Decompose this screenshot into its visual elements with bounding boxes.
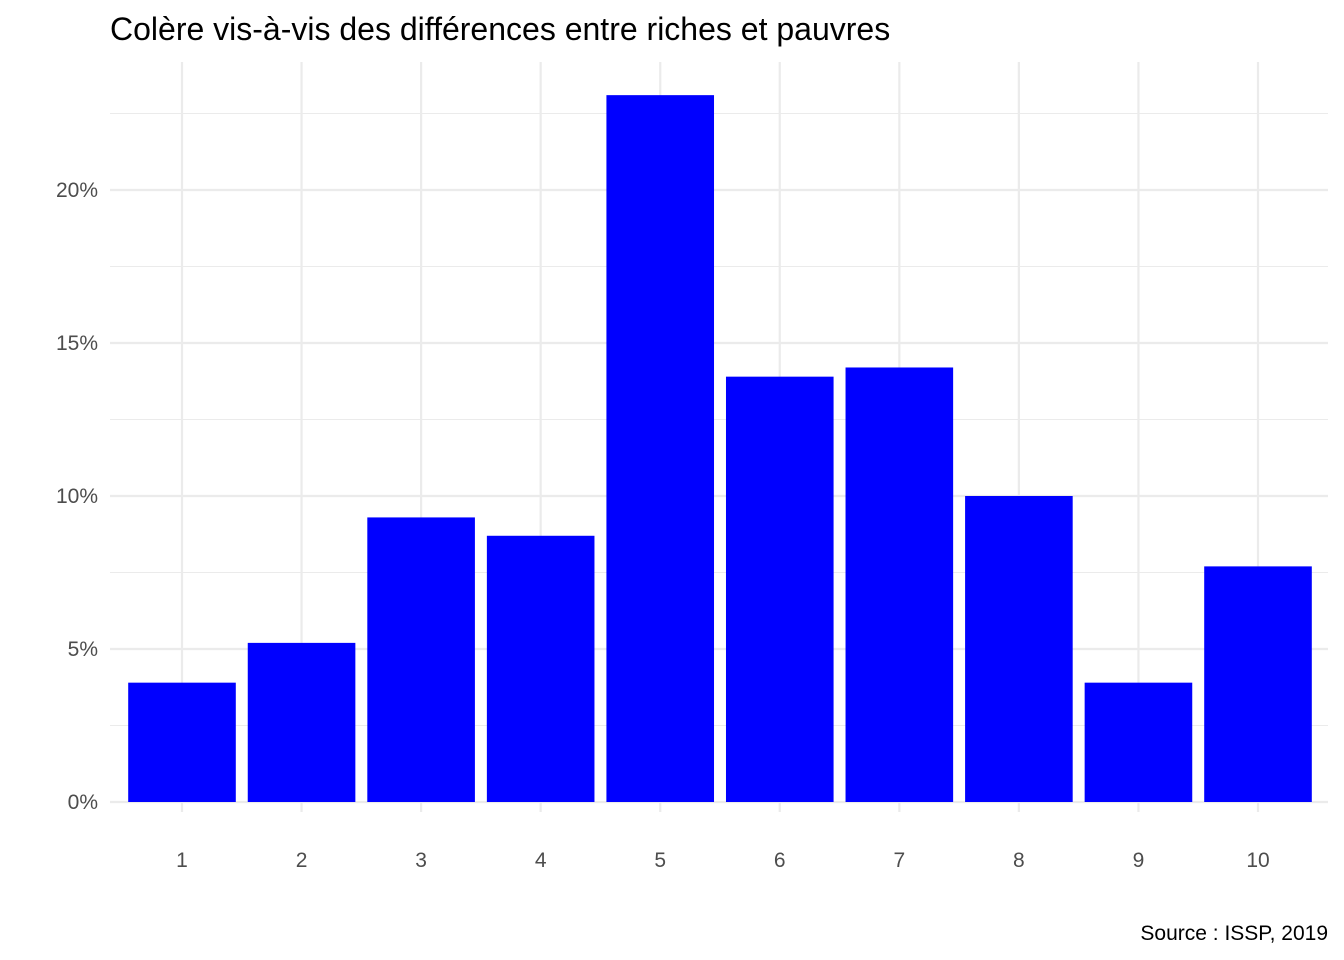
x-tick-label: 9	[1133, 849, 1145, 872]
x-tick-label: 3	[415, 849, 427, 872]
chart-caption: Source : ISSP, 2019	[1140, 922, 1328, 945]
y-tick-label: 5%	[68, 638, 98, 661]
bar-4	[486, 535, 595, 802]
x-tick-label: 6	[774, 849, 786, 872]
y-axis-tick-labels: 0% 5% 10% 15% 20%	[56, 179, 98, 814]
bars	[128, 95, 1312, 802]
x-tick-label: 10	[1246, 849, 1269, 872]
y-tick-label: 0%	[68, 791, 98, 814]
x-tick-label: 8	[1013, 849, 1025, 872]
bar-2	[247, 642, 356, 802]
y-tick-label: 15%	[56, 332, 98, 355]
chart-title: Colère vis-à-vis des différences entre r…	[110, 11, 890, 47]
x-tick-label: 7	[893, 849, 905, 872]
x-axis-tick-labels: 1 2 3 4 5 6 7 8 9 10	[176, 849, 1270, 872]
x-tick-label: 5	[654, 849, 666, 872]
x-tick-label: 4	[535, 849, 547, 872]
bar-10	[1204, 566, 1312, 802]
bar-5	[606, 95, 715, 802]
bar-6	[725, 376, 834, 802]
y-tick-label: 10%	[56, 485, 98, 508]
y-tick-label: 20%	[56, 179, 98, 202]
bar-9	[1084, 682, 1193, 802]
bar-8	[965, 496, 1073, 802]
bar-7	[845, 367, 954, 802]
bar-1	[128, 682, 236, 802]
bar-3	[367, 517, 475, 802]
x-tick-label: 1	[176, 849, 188, 872]
x-tick-label: 2	[296, 849, 308, 872]
